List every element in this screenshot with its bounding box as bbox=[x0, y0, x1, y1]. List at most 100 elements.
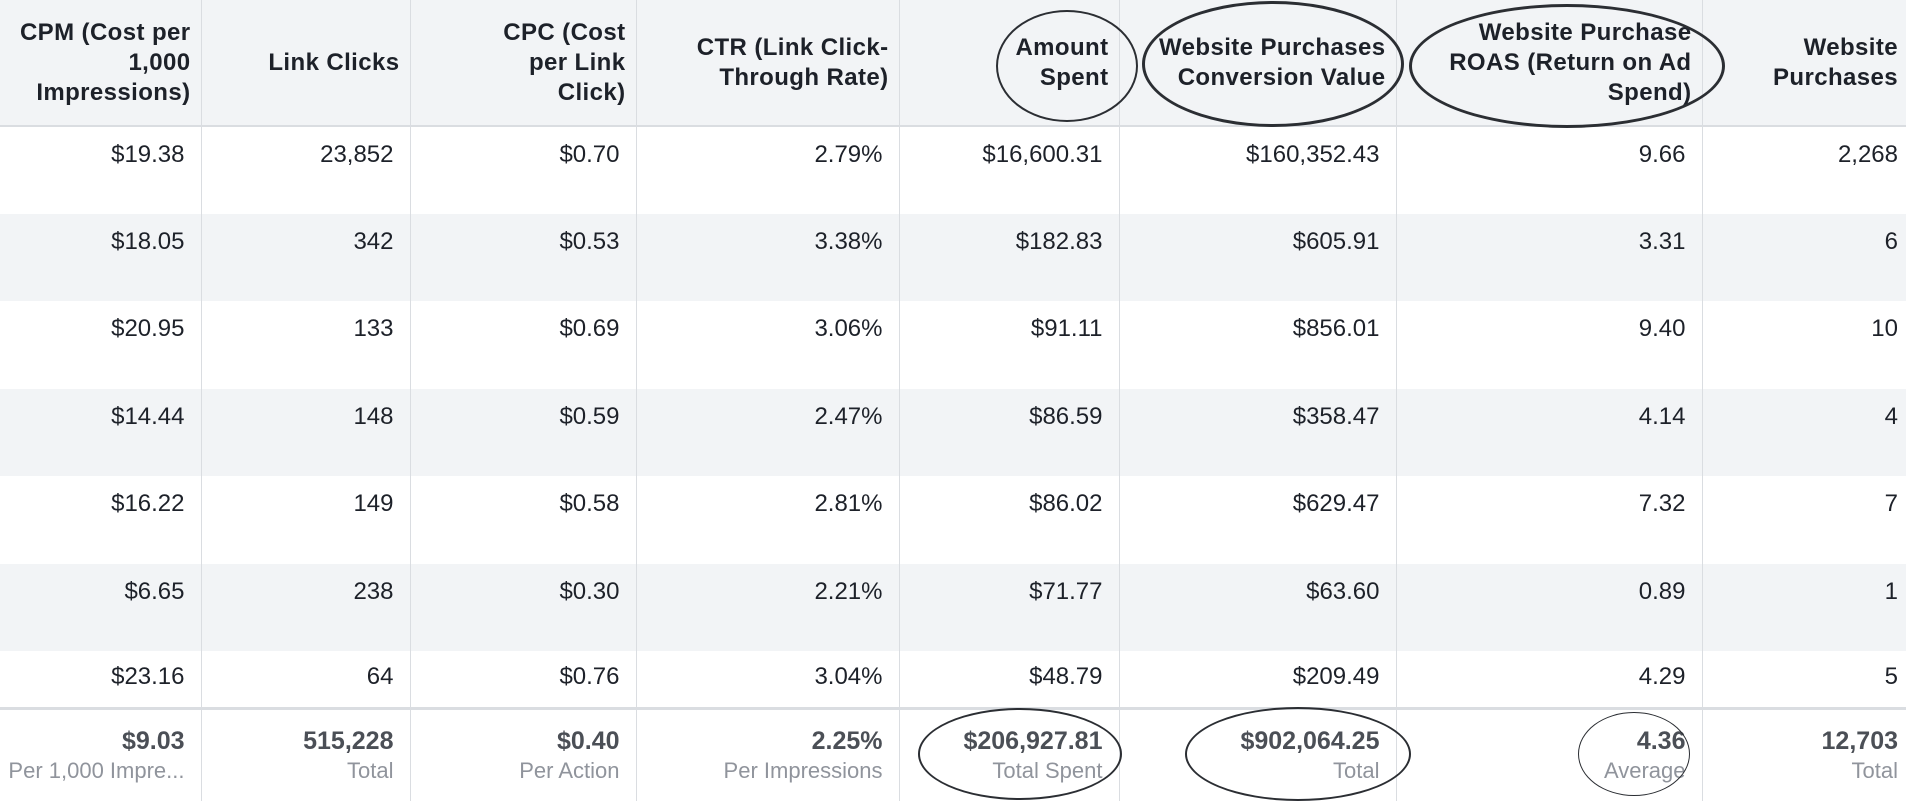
cell-roas: 9.40 bbox=[1396, 301, 1703, 389]
total-value: $206,927.81 bbox=[963, 726, 1103, 755]
cell-cpc: $0.59 bbox=[410, 388, 637, 476]
cell-cpm: $23.16 bbox=[0, 651, 202, 708]
cell-link-clicks: 64 bbox=[201, 651, 411, 708]
table-row[interactable]: $20.95 133 $0.69 3.06% $91.11 $856.01 9.… bbox=[0, 301, 1906, 389]
total-value: 2.25% bbox=[811, 726, 883, 755]
cell-purchases: 10 bbox=[1871, 315, 1898, 342]
total-value: $0.40 bbox=[556, 726, 620, 755]
total-label: Total bbox=[347, 757, 394, 783]
total-label: Per Impressions bbox=[723, 757, 883, 783]
table-row[interactable]: $18.05 342 $0.53 3.38% $182.83 $605.91 3… bbox=[0, 213, 1906, 301]
total-roas: 4.36 Average bbox=[1396, 706, 1703, 801]
cell-purchases: 2,268 bbox=[1837, 141, 1898, 168]
cell-conversion-value: $160,352.43 bbox=[1119, 126, 1397, 214]
cell-conversion-value: $629.47 bbox=[1119, 476, 1397, 564]
cell-purchases: 1 bbox=[1702, 563, 1906, 651]
table-row[interactable]: $6.65 238 $0.30 2.21% $71.77 $63.60 0.89… bbox=[0, 563, 1906, 651]
cell-ctr: 2.47% bbox=[636, 388, 900, 476]
cell-conversion-value: $63.60 bbox=[1119, 563, 1397, 651]
cell-link-clicks: 148 bbox=[201, 388, 411, 476]
total-link-clicks: 515,228 Total bbox=[201, 706, 411, 801]
cell-link-clicks: 342 bbox=[201, 213, 411, 301]
total-value: 12,703 bbox=[1821, 726, 1898, 755]
cell-link-clicks: 238 bbox=[201, 563, 411, 651]
column-header-label: CPC (Cost per Link Click) bbox=[503, 18, 626, 106]
total-conversion-value: $902,064.25 Total bbox=[1119, 706, 1397, 801]
column-header-website-purchases[interactable]: Website Purchases bbox=[1702, 0, 1906, 127]
cell-purchases: 7 bbox=[1884, 490, 1898, 517]
column-header-label: CTR (Link Click-Through Rate) bbox=[696, 33, 889, 91]
header-row: CPM (Cost per 1,000 Impressions) Link Cl… bbox=[0, 0, 1906, 127]
cell-amount-spent: $91.11 bbox=[899, 301, 1120, 389]
cell-cpm: $20.95 bbox=[0, 301, 202, 389]
column-header-label: Website Purchases Conversion Value bbox=[1159, 33, 1386, 91]
total-label: Per Action bbox=[519, 757, 620, 783]
cell-link-clicks: 133 bbox=[201, 301, 411, 389]
table-row[interactable]: $23.16 64 $0.76 3.04% $48.79 $209.49 4.2… bbox=[0, 651, 1906, 708]
cell-conversion-value: $358.47 bbox=[1119, 388, 1397, 476]
cell-roas: 4.14 bbox=[1396, 388, 1703, 476]
column-header-ctr[interactable]: CTR (Link Click-Through Rate) bbox=[636, 0, 900, 127]
total-ctr: 2.25% Per Impressions bbox=[636, 706, 900, 801]
totals-row: $9.03 Per 1,000 Impre... 515,228 Total $0.… bbox=[0, 706, 1906, 801]
cell-ctr: 2.21% bbox=[636, 563, 900, 651]
cell-cpc: $0.70 bbox=[410, 126, 637, 214]
cell-conversion-value: $856.01 bbox=[1119, 301, 1397, 389]
cell-cpc: $0.58 bbox=[410, 476, 637, 564]
cell-cpm: $6.65 bbox=[0, 563, 202, 651]
cell-amount-spent: $182.83 bbox=[899, 213, 1120, 301]
cell-roas: 7.32 bbox=[1396, 476, 1703, 564]
column-header-label: Website Purchases bbox=[1772, 33, 1898, 91]
cell-amount-spent: $71.77 bbox=[899, 563, 1120, 651]
column-header-purchases-conversion-value[interactable]: Website Purchases Conversion Value bbox=[1119, 0, 1397, 127]
cell-cpc: $0.69 bbox=[410, 301, 637, 389]
column-header-cpm[interactable]: CPM (Cost per 1,000 Impressions) bbox=[0, 0, 202, 127]
cell-amount-spent: $86.02 bbox=[899, 476, 1120, 564]
cell-ctr: 3.38% bbox=[636, 213, 900, 301]
table-row[interactable]: $14.44 148 $0.59 2.47% $86.59 $358.47 4.… bbox=[0, 388, 1906, 476]
total-value: $902,064.25 bbox=[1240, 726, 1380, 755]
cell-conversion-value: $209.49 bbox=[1119, 651, 1397, 708]
column-header-link-clicks[interactable]: Link Clicks bbox=[201, 0, 411, 127]
cell-cpc: $0.30 bbox=[410, 563, 637, 651]
cell-cpm: $16.22 bbox=[0, 476, 202, 564]
cell-roas: 9.66 bbox=[1396, 126, 1703, 214]
total-value: 515,228 bbox=[303, 726, 394, 755]
table-row[interactable]: $16.22 149 $0.58 2.81% $86.02 $629.47 7.… bbox=[0, 476, 1906, 564]
column-header-label: CPM (Cost per 1,000 Impressions) bbox=[19, 18, 191, 106]
column-header-label: Website Purchase ROAS (Return on Ad Spen… bbox=[1449, 18, 1692, 106]
cell-ctr: 3.06% bbox=[636, 301, 900, 389]
cell-roas: 4.29 bbox=[1396, 651, 1703, 708]
cell-link-clicks: 149 bbox=[201, 476, 411, 564]
cell-amount-spent: $48.79 bbox=[899, 651, 1120, 708]
cell-ctr: 2.81% bbox=[636, 476, 900, 564]
cell-cpm: $18.05 bbox=[0, 213, 202, 301]
total-cpc: $0.40 Per Action bbox=[410, 706, 637, 801]
total-amount-spent: $206,927.81 Total Spent bbox=[899, 706, 1120, 801]
column-header-label: Amount Spent bbox=[1015, 33, 1109, 91]
cell-cpc: $0.76 bbox=[410, 651, 637, 708]
cell-ctr: 2.79% bbox=[636, 126, 900, 214]
total-label: Total Spent bbox=[992, 757, 1103, 783]
cell-amount-spent: $16,600.31 bbox=[899, 126, 1120, 214]
column-header-cpc[interactable]: CPC (Cost per Link Click) bbox=[410, 0, 637, 127]
column-header-amount-spent[interactable]: Amount Spent bbox=[899, 0, 1120, 127]
table-row[interactable]: $19.38 23,852 $0.70 2.79% $16,600.31 $16… bbox=[0, 126, 1906, 214]
total-website-purchases: 12,703 Total bbox=[1702, 706, 1906, 801]
cell-link-clicks: 23,852 bbox=[201, 126, 411, 214]
cell-purchases: 5 bbox=[1884, 663, 1898, 690]
column-header-purchase-roas[interactable]: Website Purchase ROAS (Return on Ad Spen… bbox=[1396, 0, 1703, 127]
cell-cpc: $0.53 bbox=[410, 213, 637, 301]
total-label: Per 1,000 Impre... bbox=[8, 757, 185, 783]
cell-purchases: 6 bbox=[1702, 213, 1906, 301]
total-value: 4.36 bbox=[1636, 726, 1686, 755]
total-cpm: $9.03 Per 1,000 Impre... bbox=[0, 706, 202, 801]
cell-roas: 3.31 bbox=[1396, 213, 1703, 301]
cell-amount-spent: $86.59 bbox=[899, 388, 1120, 476]
cell-cpm: $19.38 bbox=[0, 126, 202, 214]
total-label: Total bbox=[1851, 757, 1898, 783]
cell-purchases: 4 bbox=[1702, 388, 1906, 476]
cell-cpm: $14.44 bbox=[0, 388, 202, 476]
